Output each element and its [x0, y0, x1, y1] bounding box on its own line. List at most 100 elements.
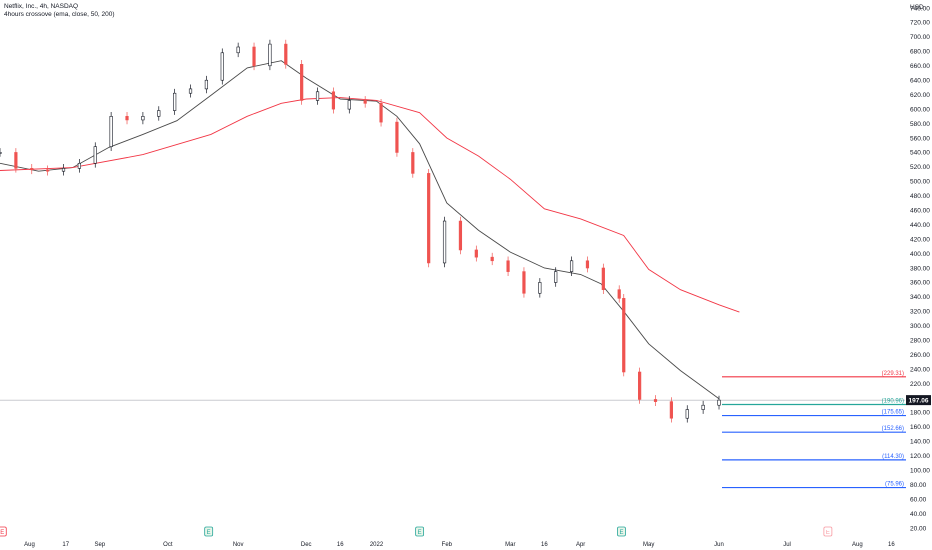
y-tick-label: 140.00	[910, 439, 930, 446]
candle-body	[622, 298, 626, 373]
candle	[474, 245, 478, 262]
candle-body	[93, 146, 97, 164]
x-tick-label: Dec	[301, 542, 312, 548]
candle	[109, 112, 113, 151]
candle-body	[379, 103, 383, 123]
candle-body	[284, 43, 288, 65]
candle	[46, 165, 50, 176]
price-level-label: (152.66)	[882, 426, 904, 432]
y-tick-label: 560.00	[910, 135, 930, 142]
last-price-box	[906, 395, 931, 406]
candle-body	[77, 162, 81, 169]
y-tick-label: 660.00	[910, 63, 930, 70]
price-level-label: (229.31)	[882, 371, 904, 377]
candle	[653, 395, 658, 406]
candle-body	[315, 91, 320, 101]
candle	[220, 48, 224, 85]
y-tick-label: 500.00	[910, 179, 930, 186]
candle	[458, 216, 463, 255]
price-level-label: (114.30)	[882, 454, 904, 460]
earnings-marker-label: E	[826, 530, 830, 536]
series-line	[0, 97, 740, 313]
candle-body	[685, 409, 689, 419]
x-tick-label: Jun	[714, 542, 724, 548]
x-tick-label: Nov	[233, 542, 244, 548]
earnings-marker-label: E	[418, 530, 422, 536]
candle	[173, 88, 177, 115]
candle	[300, 60, 304, 105]
candle-body	[61, 168, 66, 172]
candle	[284, 39, 288, 69]
candle	[717, 395, 721, 410]
candle-body	[506, 260, 510, 272]
series-lines	[0, 60, 740, 400]
candle-body	[601, 267, 605, 290]
y-tick-label: 700.00	[910, 34, 930, 41]
candle	[638, 367, 642, 404]
candle-body	[0, 152, 2, 154]
y-tick-label: 300.00	[910, 323, 930, 330]
y-tick-label: 180.00	[910, 410, 930, 417]
candle-body	[141, 116, 145, 121]
candle	[141, 112, 145, 125]
candle-body	[669, 401, 673, 419]
candle-body	[653, 399, 658, 402]
candle-body	[638, 371, 642, 400]
candle-body	[569, 260, 574, 272]
x-tick-label: 2022	[370, 542, 384, 548]
y-tick-label: 380.00	[910, 265, 930, 272]
y-tick-label: 360.00	[910, 280, 930, 287]
x-tick-label: Sep	[94, 542, 105, 548]
candle	[347, 96, 351, 114]
indicator-label: 4hours crossove (ema, close, 50, 200)	[4, 11, 115, 18]
candle	[157, 106, 161, 121]
candle-body	[125, 116, 129, 121]
candle	[93, 142, 97, 168]
candle-body	[395, 121, 399, 153]
candle	[236, 42, 240, 58]
candle-body	[204, 79, 209, 90]
candle-body	[474, 249, 478, 258]
candle-body	[717, 399, 721, 406]
x-tick-label: 16	[541, 542, 548, 548]
candle-body	[220, 52, 224, 81]
earnings-marker: E	[823, 526, 833, 537]
candle	[522, 267, 526, 298]
y-tick-label: 720.00	[910, 20, 930, 27]
y-tick-label: 520.00	[910, 164, 930, 171]
price-levels: (229.31) (190.96) (175.65) (152.66) (114.30)…	[722, 371, 906, 489]
y-tick-label: 680.00	[910, 49, 930, 56]
candle-body	[411, 152, 415, 174]
price-level-label: (175.65)	[882, 410, 904, 416]
candle-body	[331, 91, 336, 110]
y-tick-label: 540.00	[910, 150, 930, 157]
last-price-value: 197.06	[909, 397, 929, 404]
candle	[427, 169, 431, 268]
earnings-marker-box	[415, 526, 425, 537]
y-tick-label: 80.00	[910, 482, 927, 489]
candle	[601, 263, 605, 294]
series-line	[0, 60, 720, 400]
y-tick-label: 160.00	[910, 424, 930, 431]
x-tick-label: 16	[337, 542, 344, 548]
x-tick-label: Aug	[24, 542, 35, 548]
y-tick-label: 420.00	[910, 236, 930, 243]
candle	[363, 96, 367, 108]
y-tick-label: 260.00	[910, 352, 930, 359]
candle	[315, 87, 320, 105]
candle-body	[490, 256, 494, 262]
y-tick-label: 620.00	[910, 92, 930, 99]
candle	[585, 256, 590, 273]
candle	[569, 256, 574, 276]
candle	[61, 164, 66, 176]
candle-body	[427, 173, 431, 264]
earnings-marker-box	[0, 526, 7, 537]
candle	[77, 158, 81, 173]
price-level-label: (190.96)	[882, 399, 904, 405]
x-tick-label: Apr	[576, 542, 585, 548]
candle	[411, 148, 415, 178]
candle-body	[363, 100, 367, 104]
candle	[490, 252, 494, 266]
candle	[30, 164, 34, 175]
